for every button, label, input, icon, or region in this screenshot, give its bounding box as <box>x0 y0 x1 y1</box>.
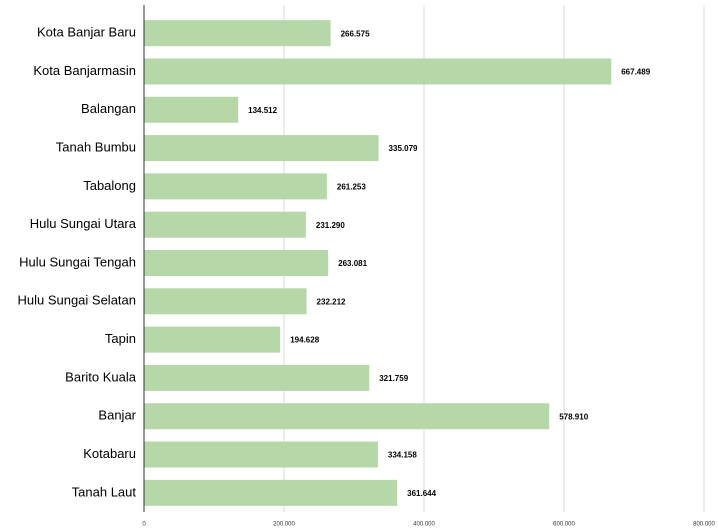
y-tick-label: Tanah Laut <box>72 484 137 499</box>
y-tick-label: Kotabaru <box>83 446 136 461</box>
data-label: 334.158 <box>388 451 417 460</box>
y-tick-label: Tapin <box>105 331 136 346</box>
data-label: 194.628 <box>290 336 319 345</box>
data-label: 361.644 <box>407 489 436 498</box>
data-label: 266.575 <box>341 29 370 38</box>
bar <box>144 58 612 85</box>
y-tick-label: Hulu Sungai Selatan <box>17 293 136 308</box>
y-tick-label: Tanah Bumbu <box>56 140 136 155</box>
x-tick-label: 600.000 <box>553 522 575 528</box>
bar <box>144 173 327 200</box>
bar <box>144 20 331 47</box>
y-tick-label: Balangan <box>81 101 136 116</box>
data-label: 231.290 <box>316 221 345 230</box>
bar <box>144 403 550 430</box>
data-label: 578.910 <box>559 412 588 421</box>
y-tick-label: Kota Banjarmasin <box>33 63 136 78</box>
data-label: 261.253 <box>337 182 366 191</box>
data-label: 321.759 <box>379 374 408 383</box>
x-tick-label: 400.000 <box>413 522 435 528</box>
x-tick-label: 200.000 <box>273 522 295 528</box>
y-tick-label: Hulu Sungai Utara <box>30 216 137 231</box>
data-label: 667.489 <box>621 68 650 77</box>
bar <box>144 326 281 353</box>
data-label: 335.079 <box>389 144 418 153</box>
bar <box>144 250 329 276</box>
data-label: 134.512 <box>248 106 277 115</box>
y-tick-label: Tabalong <box>83 178 136 193</box>
bar <box>144 96 239 123</box>
bar <box>144 479 398 506</box>
bar <box>144 288 307 315</box>
bar <box>144 364 370 391</box>
y-tick-label: Hulu Sungai Tengah <box>19 254 136 269</box>
data-label: 232.212 <box>317 297 346 306</box>
bar <box>144 441 378 468</box>
x-tick-label: 800.000 <box>693 522 715 528</box>
bar <box>144 211 306 238</box>
bar <box>144 135 379 162</box>
y-tick-label: Kota Banjar Baru <box>37 25 136 40</box>
data-label: 263.081 <box>338 259 367 268</box>
x-tick-label: 0 <box>142 522 146 528</box>
y-tick-label: Banjar <box>98 408 136 423</box>
y-tick-label: Barito Kuala <box>65 369 137 384</box>
